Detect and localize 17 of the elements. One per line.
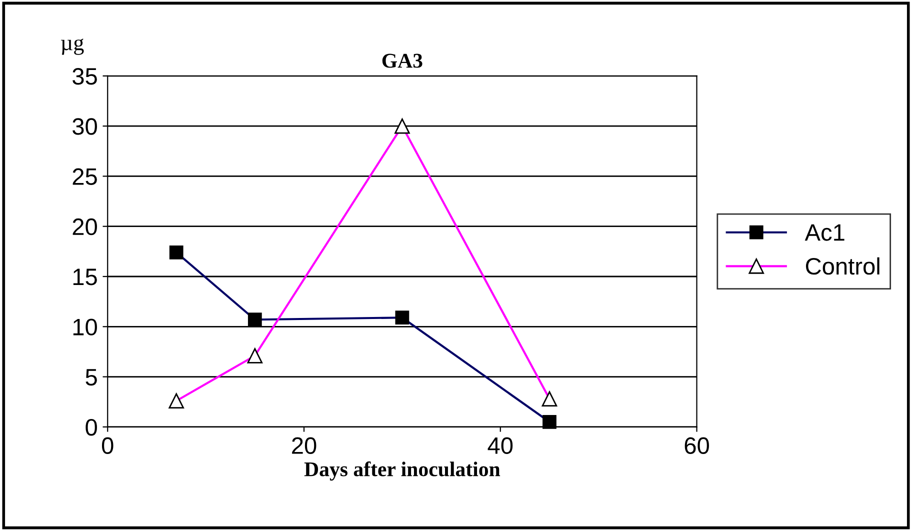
x-tick-label: 40 [488, 437, 513, 454]
x-tick-label: 20 [292, 437, 316, 454]
y-tick-label: 0 [86, 418, 97, 436]
y-tick-label: 5 [86, 369, 97, 386]
y-tick-label: 15 [73, 268, 97, 286]
y-axis-title: µg [61, 38, 84, 55]
x-tick-label: 0 [102, 437, 114, 454]
y-tick-label: 10 [73, 318, 97, 336]
legend-label: Control [806, 257, 880, 275]
legend-label: Ac1 [804, 224, 844, 241]
chart-title: GA3 [382, 54, 422, 68]
y-tick-label: 25 [72, 168, 97, 186]
y-tick-label: 35 [72, 68, 97, 85]
y-tick-label: 20 [72, 218, 97, 236]
y-tick-label: 30 [72, 118, 97, 135]
x-axis-title: Days after inoculation [304, 461, 500, 481]
x-tick-label: 60 [684, 437, 709, 454]
